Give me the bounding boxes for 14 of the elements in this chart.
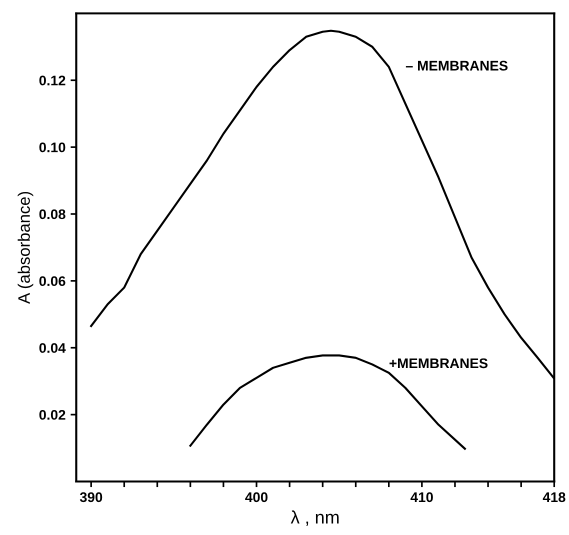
series-label: +MEMBRANES	[390, 358, 488, 368]
y-tick-label: 0.02	[39, 410, 66, 420]
y-tick-label: 0.10	[39, 142, 66, 152]
y-tick-label: 0.08	[39, 209, 66, 220]
x-axis-title: λ , nm	[290, 510, 339, 526]
x-tick-label: 410	[410, 492, 433, 502]
x-tick-label: 418	[542, 492, 566, 502]
y-tick-label: 0.12	[39, 76, 66, 86]
y-tick-label: 0.06	[39, 276, 66, 286]
series-label: – MEMBRANES	[406, 60, 508, 71]
x-tick-label: 390	[80, 492, 102, 502]
x-tick-label: 400	[245, 492, 268, 502]
y-tick-label: 0.04	[39, 343, 66, 353]
y-axis-title: A (absorbance)	[18, 192, 34, 304]
